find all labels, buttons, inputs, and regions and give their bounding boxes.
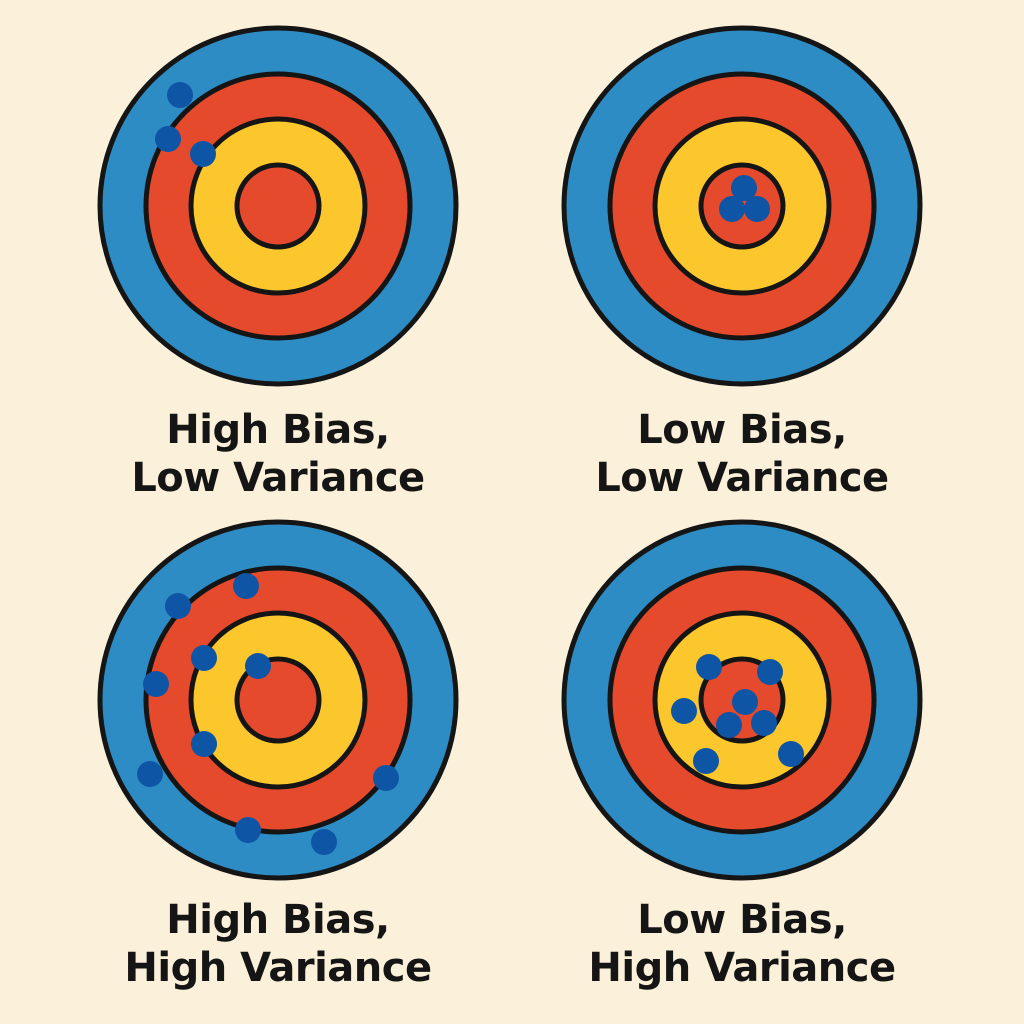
target-low-bias-high-variance: [561, 519, 923, 881]
shot-point-9: [235, 817, 261, 843]
bullseye: [234, 162, 322, 250]
shot-point-1: [696, 654, 722, 680]
shot-point-1: [233, 573, 259, 599]
shot-point-3: [191, 645, 217, 671]
shot-point-7: [693, 748, 719, 774]
panel-high-bias-low-variance: High Bias, Low Variance: [22, 18, 534, 530]
shot-point-3: [732, 689, 758, 715]
caption-low-bias-high-variance: Low Bias, High Variance: [486, 896, 998, 992]
caption-line-1: Low Bias,: [637, 897, 847, 943]
shot-point-5: [143, 671, 169, 697]
caption-low-bias-low-variance: Low Bias, Low Variance: [486, 406, 998, 502]
shot-point-8: [373, 765, 399, 791]
shot-point-3: [744, 196, 770, 222]
caption-line-2: High Variance: [124, 945, 432, 991]
shot-point-2: [155, 126, 181, 152]
target-high-bias-high-variance: [97, 519, 459, 881]
caption-line-1: High Bias,: [166, 897, 390, 943]
shot-point-2: [757, 659, 783, 685]
shot-point-1: [167, 82, 193, 108]
caption-line-2: High Variance: [588, 945, 896, 991]
panel-low-bias-high-variance: Low Bias, High Variance: [486, 512, 998, 1024]
shot-point-10: [311, 829, 337, 855]
shot-point-6: [191, 731, 217, 757]
shot-point-8: [778, 741, 804, 767]
caption-line-1: Low Bias,: [637, 407, 847, 453]
caption-high-bias-low-variance: High Bias, Low Variance: [22, 406, 534, 502]
shot-point-5: [716, 712, 742, 738]
shot-point-6: [751, 710, 777, 736]
shot-point-4: [671, 698, 697, 724]
panel-high-bias-high-variance: High Bias, High Variance: [22, 512, 534, 1024]
caption-line-1: High Bias,: [166, 407, 390, 453]
shot-point-4: [245, 653, 271, 679]
target-high-bias-low-variance: [97, 25, 459, 387]
shot-point-2: [165, 593, 191, 619]
caption-high-bias-high-variance: High Bias, High Variance: [22, 896, 534, 992]
caption-line-2: Low Variance: [131, 455, 425, 501]
target-low-bias-low-variance: [561, 25, 923, 387]
caption-line-2: Low Variance: [595, 455, 889, 501]
shot-point-7: [137, 761, 163, 787]
panel-low-bias-low-variance: Low Bias, Low Variance: [486, 18, 998, 530]
shot-point-2: [719, 196, 745, 222]
bullseye: [234, 656, 322, 744]
shot-point-1: [731, 175, 757, 201]
shot-point-3: [190, 141, 216, 167]
